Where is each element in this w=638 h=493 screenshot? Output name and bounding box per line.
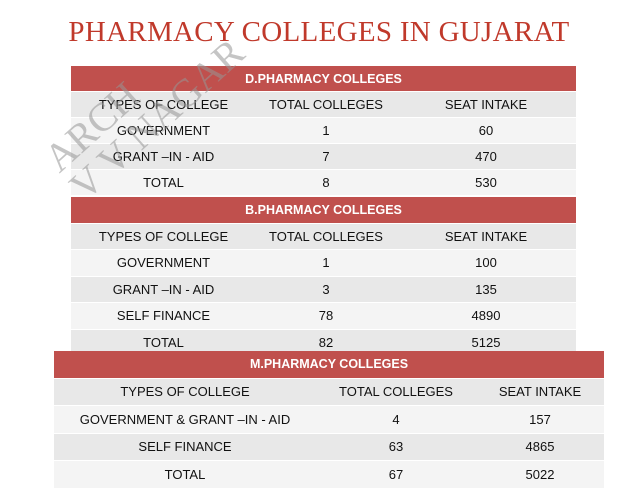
column-header: TOTAL COLLEGES bbox=[256, 91, 396, 118]
table-cell: 1 bbox=[256, 249, 396, 277]
table-row: TOTAL 8 530 bbox=[71, 169, 577, 196]
mpharm-heading: M.PHARMACY COLLEGES bbox=[54, 351, 605, 379]
table-cell: 7 bbox=[256, 143, 396, 170]
column-header: SEAT INTAKE bbox=[396, 91, 577, 118]
table-cell: GRANT –IN - AID bbox=[71, 276, 256, 303]
table-cell: SELF FINANCE bbox=[71, 302, 256, 330]
mpharm-table: M.PHARMACY COLLEGES TYPES OF COLLEGE TOT… bbox=[54, 351, 605, 489]
table-cell: 4890 bbox=[396, 302, 577, 330]
table-row: GOVERNMENT 1 100 bbox=[71, 249, 577, 277]
table-header-row: TYPES OF COLLEGE TOTAL COLLEGES SEAT INT… bbox=[71, 91, 577, 118]
table-cell: 67 bbox=[316, 460, 476, 489]
page-title: PHARMACY COLLEGES IN GUJARAT bbox=[68, 16, 570, 48]
table-cell: 78 bbox=[256, 302, 396, 330]
column-header: TOTAL COLLEGES bbox=[316, 378, 476, 406]
column-header: SEAT INTAKE bbox=[476, 378, 605, 406]
table-cell: 5022 bbox=[476, 460, 605, 489]
table-cell: GRANT –IN - AID bbox=[71, 143, 256, 170]
table-row: GOVERNMENT & GRANT –IN - AID 4 157 bbox=[54, 405, 605, 434]
table-cell: 100 bbox=[396, 249, 577, 277]
table-header-row: TYPES OF COLLEGE TOTAL COLLEGES SEAT INT… bbox=[54, 378, 605, 406]
column-header: TYPES OF COLLEGE bbox=[71, 223, 256, 250]
dpharm-heading: D.PHARMACY COLLEGES bbox=[71, 66, 577, 92]
table-cell: 4865 bbox=[476, 433, 605, 461]
table-cell: 1 bbox=[256, 117, 396, 144]
table-cell: TOTAL bbox=[54, 460, 316, 489]
column-header: SEAT INTAKE bbox=[396, 223, 577, 250]
column-header: TYPES OF COLLEGE bbox=[71, 91, 256, 118]
table-row: GRANT –IN - AID 7 470 bbox=[71, 143, 577, 170]
table-cell: GOVERNMENT & GRANT –IN - AID bbox=[54, 405, 316, 434]
table-cell: 63 bbox=[316, 433, 476, 461]
table-row: GOVERNMENT 1 60 bbox=[71, 117, 577, 144]
table-row: GRANT –IN - AID 3 135 bbox=[71, 276, 577, 303]
table-cell: 470 bbox=[396, 143, 577, 170]
column-header: TOTAL COLLEGES bbox=[256, 223, 396, 250]
table-cell: 530 bbox=[396, 169, 577, 196]
bpharm-table: B.PHARMACY COLLEGES TYPES OF COLLEGE TOT… bbox=[71, 197, 577, 356]
dpharm-table: D.PHARMACY COLLEGES TYPES OF COLLEGE TOT… bbox=[71, 66, 577, 196]
table-cell: GOVERNMENT bbox=[71, 249, 256, 277]
table-cell: 8 bbox=[256, 169, 396, 196]
table-row: SELF FINANCE 63 4865 bbox=[54, 433, 605, 461]
table-cell: 3 bbox=[256, 276, 396, 303]
table-row: SELF FINANCE 78 4890 bbox=[71, 302, 577, 330]
table-cell: 157 bbox=[476, 405, 605, 434]
table-cell: GOVERNMENT bbox=[71, 117, 256, 144]
table-header-row: TYPES OF COLLEGE TOTAL COLLEGES SEAT INT… bbox=[71, 223, 577, 250]
table-row: TOTAL 67 5022 bbox=[54, 460, 605, 489]
table-cell: TOTAL bbox=[71, 169, 256, 196]
bpharm-heading: B.PHARMACY COLLEGES bbox=[71, 197, 577, 224]
table-cell: 60 bbox=[396, 117, 577, 144]
table-cell: 135 bbox=[396, 276, 577, 303]
table-cell: SELF FINANCE bbox=[54, 433, 316, 461]
table-cell: 4 bbox=[316, 405, 476, 434]
column-header: TYPES OF COLLEGE bbox=[54, 378, 316, 406]
